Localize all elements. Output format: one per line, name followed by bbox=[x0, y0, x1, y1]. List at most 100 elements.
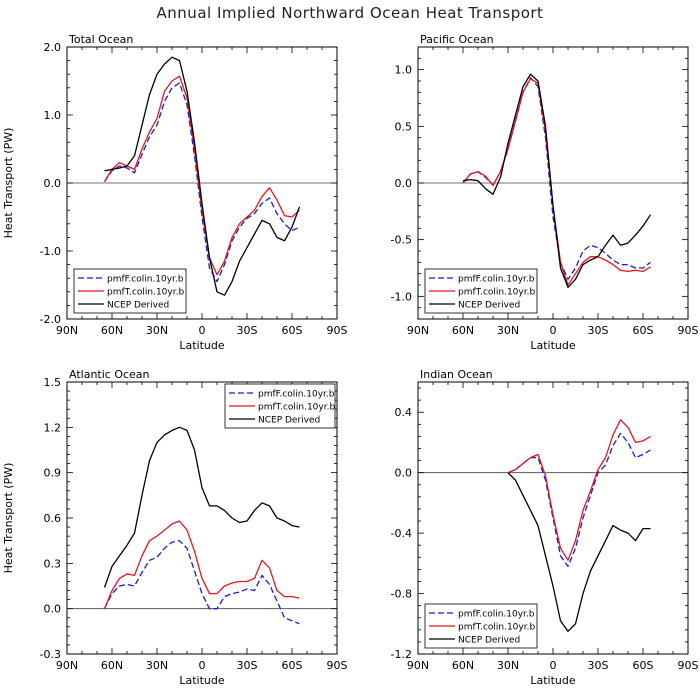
legend-label: pmfT.colin.10yr.b bbox=[107, 288, 184, 298]
legend-label: pmfF.colin.10yr.b bbox=[258, 390, 335, 400]
x-axis-label: Latitude bbox=[179, 674, 225, 687]
panel-indian: 90N 60N 30N 0 30S 60S 90S Latitude -1.2 -0.8 -0.4 0… bbox=[391, 368, 699, 687]
y-tick-label: -0.8 bbox=[391, 588, 412, 601]
y-axis-label: Heat Transport (PW) bbox=[2, 463, 15, 574]
legend-label: pmfF.colin.10yr.b bbox=[458, 275, 535, 285]
y-tick-label: -0.3 bbox=[40, 648, 61, 661]
x-tick-label: 90S bbox=[678, 324, 699, 337]
y-tick-label: 0.9 bbox=[44, 467, 62, 480]
x-tick-label: 90N bbox=[407, 659, 429, 672]
x-tick-label: 30N bbox=[146, 324, 168, 337]
x-tick-label: 30S bbox=[237, 659, 258, 672]
series-line bbox=[507, 472, 651, 632]
x-tick-label: 90N bbox=[56, 324, 78, 337]
legend-label: NCEP Derived bbox=[107, 301, 169, 311]
series-line bbox=[103, 540, 300, 625]
y-tick-label: 0.3 bbox=[44, 557, 62, 570]
x-tick-label: 30N bbox=[497, 659, 519, 672]
y-axis: -1.2 -0.8 -0.4 0.0 0.4 bbox=[391, 387, 688, 661]
y-tick-label: 0.0 bbox=[395, 177, 413, 190]
legend-label: pmfT.colin.10yr.b bbox=[258, 403, 335, 413]
x-axis-label: Latitude bbox=[530, 674, 576, 687]
panel-atlantic: 90N 60N 30N 0 30S 60S 90S Latitude -0.3 0.0 0.3 0.6… bbox=[2, 368, 348, 687]
series-line bbox=[462, 76, 651, 280]
x-axis-label: Latitude bbox=[530, 339, 576, 352]
legend-label: NCEP Derived bbox=[458, 636, 520, 646]
series-line bbox=[103, 82, 300, 283]
x-tick-label: 0 bbox=[550, 659, 557, 672]
panel-pacific: 90N 60N 30N 0 30S 60S 90S Latitude -1.0 -0.5 0.0 0.… bbox=[391, 33, 699, 352]
x-tick-label: 0 bbox=[199, 659, 206, 672]
x-tick-label: 90S bbox=[327, 324, 348, 337]
y-tick-label: 1.5 bbox=[44, 376, 62, 389]
y-tick-label: -1.0 bbox=[391, 290, 412, 303]
x-tick-label: 60N bbox=[452, 659, 474, 672]
x-axis: 90N 60N 30N 0 30S 60S 90S bbox=[56, 382, 348, 672]
series-line bbox=[507, 432, 651, 568]
panel-title: Total Ocean bbox=[68, 33, 133, 46]
series-line bbox=[103, 75, 300, 276]
y-tick-label: 0.0 bbox=[395, 467, 413, 480]
series-group bbox=[507, 419, 651, 632]
x-tick-label: 30N bbox=[146, 659, 168, 672]
y-tick-label: -1.2 bbox=[391, 648, 412, 661]
legend: pmfF.colin.10yr.b pmfT.colin.10yr.b NCEP D… bbox=[73, 268, 187, 314]
series-line bbox=[507, 419, 651, 561]
y-tick-label: 0.5 bbox=[395, 120, 413, 133]
legend-label: pmfF.colin.10yr.b bbox=[107, 275, 184, 285]
y-tick-label: 1.2 bbox=[44, 421, 62, 434]
x-tick-label: 30S bbox=[237, 324, 258, 337]
series-group bbox=[103, 56, 301, 296]
series-line bbox=[103, 520, 300, 609]
series-group bbox=[103, 426, 300, 625]
legend-label: NCEP Derived bbox=[458, 301, 520, 311]
y-tick-label: 0.0 bbox=[44, 603, 62, 616]
y-tick-label: 0.6 bbox=[44, 512, 62, 525]
legend: pmfF.colin.10yr.b pmfT.colin.10yr.b NCEP D… bbox=[424, 268, 538, 314]
legend-label: NCEP Derived bbox=[258, 416, 320, 426]
x-tick-label: 60N bbox=[101, 324, 123, 337]
legend: pmfF.colin.10yr.b pmfT.colin.10yr.b NCEP D… bbox=[224, 383, 335, 429]
series-line bbox=[104, 56, 301, 296]
x-tick-label: 30S bbox=[588, 324, 609, 337]
x-tick-label: 90N bbox=[56, 659, 78, 672]
x-tick-label: 60N bbox=[452, 324, 474, 337]
x-axis-label: Latitude bbox=[179, 339, 225, 352]
page-title: Annual Implied Northward Ocean Heat Tran… bbox=[156, 4, 544, 22]
legend-label: pmfT.colin.10yr.b bbox=[458, 288, 535, 298]
y-tick-label: -0.4 bbox=[391, 527, 412, 540]
x-tick-label: 60S bbox=[633, 324, 654, 337]
y-tick-label: 1.0 bbox=[395, 64, 413, 77]
x-tick-label: 30S bbox=[588, 659, 609, 672]
legend-label: pmfT.colin.10yr.b bbox=[458, 623, 535, 633]
y-axis: -0.3 0.0 0.3 0.6 0.9 1.2 1.5 bbox=[40, 376, 337, 661]
x-tick-label: 60S bbox=[633, 659, 654, 672]
x-tick-label: 90N bbox=[407, 324, 429, 337]
legend: pmfF.colin.10yr.b pmfT.colin.10yr.b NCEP D… bbox=[424, 603, 538, 649]
y-tick-label: 2.0 bbox=[44, 41, 62, 54]
y-tick-label: -2.0 bbox=[40, 313, 61, 326]
y-axis-label: Heat Transport (PW) bbox=[2, 128, 15, 239]
x-tick-label: 90S bbox=[327, 659, 348, 672]
x-axis: 90N 60N 30N 0 30S 60S 90S bbox=[407, 47, 699, 337]
x-tick-label: 60S bbox=[282, 659, 303, 672]
y-axis: -2.0 -1.0 0.0 1.0 2.0 bbox=[40, 41, 337, 326]
x-tick-label: 60S bbox=[282, 324, 303, 337]
y-tick-label: 0.4 bbox=[395, 406, 413, 419]
x-tick-label: 90S bbox=[678, 659, 699, 672]
x-axis: 90N 60N 30N 0 30S 60S 90S bbox=[56, 47, 348, 337]
x-tick-label: 30N bbox=[497, 324, 519, 337]
series-group bbox=[462, 73, 652, 288]
x-tick-label: 0 bbox=[550, 324, 557, 337]
y-axis: -1.0 -0.5 0.0 0.5 1.0 bbox=[391, 46, 688, 320]
panel-total: 90N 60N 30N 0 30S 60S 90S Latitude -2.0 -1.0 0.0 1.… bbox=[2, 33, 348, 352]
x-axis: 90N 60N 30N 0 30S 60S 90S bbox=[407, 382, 699, 672]
x-tick-label: 0 bbox=[199, 324, 206, 337]
y-tick-label: -1.0 bbox=[40, 245, 61, 258]
legend-label: pmfF.colin.10yr.b bbox=[458, 610, 535, 620]
y-tick-label: 0.0 bbox=[44, 177, 62, 190]
y-tick-label: 1.0 bbox=[44, 109, 62, 122]
y-tick-label: -0.5 bbox=[391, 234, 412, 247]
series-line bbox=[103, 426, 300, 588]
